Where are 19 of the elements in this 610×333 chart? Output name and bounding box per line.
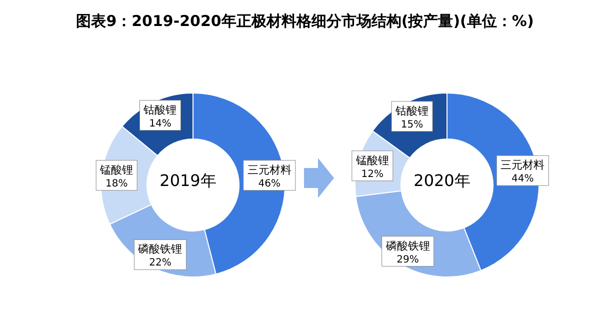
slice-label: 三元材料 <box>500 158 545 172</box>
slice-label: 锰酸锂 <box>354 154 389 167</box>
slice-label: 钴酸锂 <box>142 103 177 116</box>
data-label: 15% <box>400 119 424 130</box>
data-label: 18% <box>105 178 128 190</box>
slice-label: 磷酸铁锂 <box>137 242 182 256</box>
data-label: 12% <box>361 168 384 180</box>
text: 2019年 <box>160 171 216 190</box>
data-label: 46% <box>258 178 281 190</box>
data-label: 44% <box>512 174 534 185</box>
slice-label: 锰酸锂 <box>99 163 134 176</box>
slice-label: 磷酸铁锂 <box>384 239 430 252</box>
slice-label: 钴酸锂 <box>394 104 429 118</box>
slice-label: 三元材料 <box>247 163 292 176</box>
chart-title: 图表9：2019-2020年正极材料格细分市场结构(按产量)(单位：%) <box>75 11 535 32</box>
text: 2020年 <box>414 171 470 190</box>
data-label: 14% <box>149 118 172 130</box>
data-label: 22% <box>149 258 172 269</box>
data-label: 29% <box>396 254 419 266</box>
